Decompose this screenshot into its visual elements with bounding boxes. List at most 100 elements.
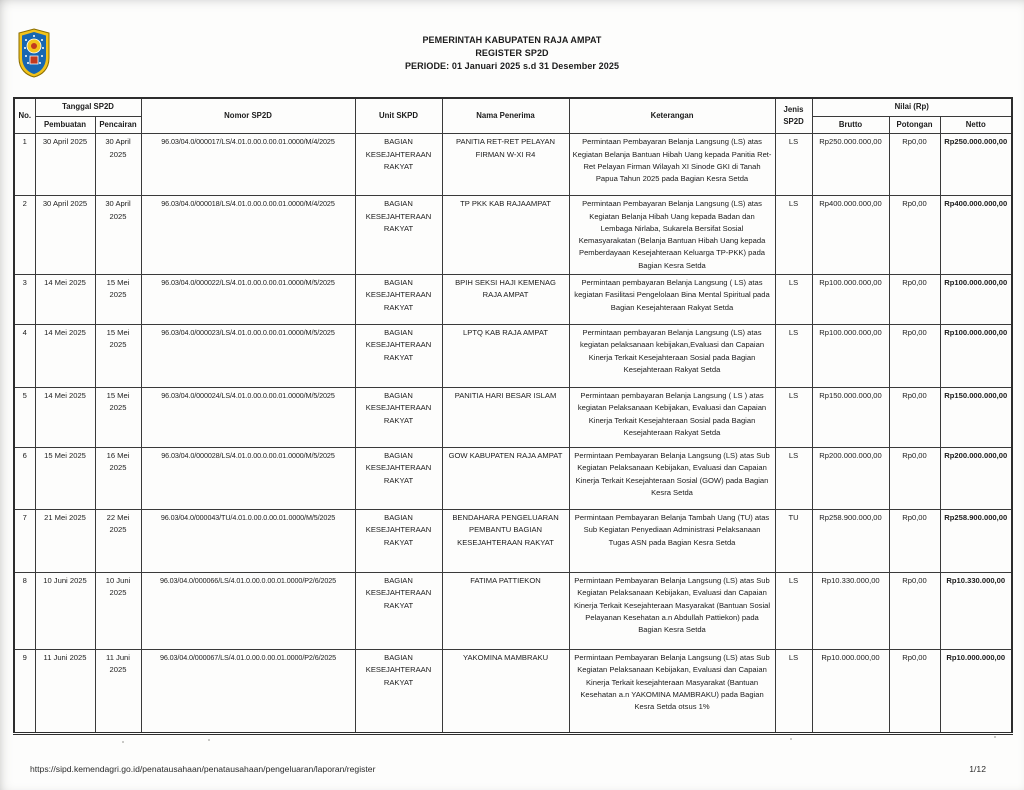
cell-unit-skpd: BAGIAN KESEJAHTERAAN RAKYAT xyxy=(354,649,443,735)
cell-brutto: Rp400.000.000,00 xyxy=(811,195,890,276)
cell-keterangan: Permintaan Pembayaran Belanja Langsung (… xyxy=(568,572,776,651)
cell-brutto: Rp150.000.000,00 xyxy=(811,387,890,449)
cell-nama-penerima: LPTQ KAB RAJA AMPAT xyxy=(441,324,570,389)
cell-brutto: Rp10.330.000,00 xyxy=(811,572,890,651)
cell-nama-penerima: GOW KABUPATEN RAJA AMPAT xyxy=(441,447,570,511)
page-number: 1/12 xyxy=(969,764,986,774)
cell-brutto: Rp100.000.000,00 xyxy=(811,324,890,389)
cell-jenis-sp2d: LS xyxy=(774,274,813,326)
cell-nama-penerima: PANITIA HARI BESAR ISLAM xyxy=(441,387,570,449)
cell-no: 9 xyxy=(13,649,36,735)
cell-no: 4 xyxy=(13,324,36,389)
header-nomor-sp2d: Nomor SP2D xyxy=(140,97,356,135)
cell-tanggal-pencairan: 15 Mei 2025 xyxy=(94,387,142,449)
cell-nomor-sp2d: 96.03/04.0/000022/LS/4.01.0.00.0.00.01.0… xyxy=(140,274,356,326)
cell-netto: Rp100.000.000,00 xyxy=(939,324,1013,389)
register-table: No. Tanggal SP2D Nomor SP2D Unit SKPD Na… xyxy=(13,97,1014,736)
cell-tanggal-pencairan: 15 Mei 2025 xyxy=(94,324,142,389)
cell-keterangan: Permintaan pembayaran Belanja Langsung (… xyxy=(568,387,776,449)
cell-keterangan: Permintaan Pembayaran Belanja Langsung (… xyxy=(568,195,776,276)
cell-potongan: Rp0,00 xyxy=(888,274,941,326)
government-title: PEMERINTAH KABUPATEN RAJA AMPAT xyxy=(422,35,602,45)
header-nilai-rp: Nilai (Rp) xyxy=(811,97,1013,117)
report-period: PERIODE: 01 Januari 2025 s.d 31 Desember… xyxy=(404,61,620,71)
cell-tanggal-pembuatan: 21 Mei 2025 xyxy=(34,509,96,574)
source-url-text: https://sipd.kemendagri.go.id/penatausah… xyxy=(30,764,376,774)
cell-jenis-sp2d: LS xyxy=(774,649,813,735)
header-potongan: Potongan xyxy=(888,115,941,135)
cell-potongan: Rp0,00 xyxy=(888,324,941,389)
table-header: No. Tanggal SP2D Nomor SP2D Unit SKPD Na… xyxy=(13,97,1013,135)
table-row: 7 21 Mei 2025 22 Mei 2025 96.03/04.0/000… xyxy=(13,509,1013,574)
cell-unit-skpd: BAGIAN KESEJAHTERAAN RAKYAT xyxy=(354,195,443,276)
cell-nama-penerima: PANITIA RET-RET PELAYAN FIRMAN W-XI R4 xyxy=(441,133,570,197)
cell-keterangan: Permintaan Pembayaran Belanja Langsung (… xyxy=(568,447,776,511)
cell-nomor-sp2d: 96.03/04.0/000018/LS/4.01.0.00.0.00.01.0… xyxy=(140,195,356,276)
cell-tanggal-pembuatan: 15 Mei 2025 xyxy=(34,447,96,511)
cell-nama-penerima: FATIMA PATTIEKON xyxy=(441,572,570,651)
scan-speck xyxy=(790,738,792,740)
cell-no: 7 xyxy=(13,509,36,574)
cell-potongan: Rp0,00 xyxy=(888,195,941,276)
header-nama-penerima: Nama Penerima xyxy=(441,97,570,135)
cell-no: 5 xyxy=(13,387,36,449)
cell-netto: Rp250.000.000,00 xyxy=(939,133,1013,197)
cell-jenis-sp2d: TU xyxy=(774,509,813,574)
header-netto: Netto xyxy=(939,115,1013,135)
cell-tanggal-pencairan: 22 Mei 2025 xyxy=(94,509,142,574)
cell-nama-penerima: BPIH SEKSI HAJI KEMENAG RAJA AMPAT xyxy=(441,274,570,326)
cell-tanggal-pembuatan: 30 April 2025 xyxy=(34,133,96,197)
cell-no: 8 xyxy=(13,572,36,651)
cell-no: 1 xyxy=(13,133,36,197)
scan-speck xyxy=(994,736,996,738)
table-body: 1 30 April 2025 30 April 2025 96.03/04.0… xyxy=(13,133,1013,735)
cell-tanggal-pembuatan: 14 Mei 2025 xyxy=(34,274,96,326)
cell-tanggal-pencairan: 11 Juni 2025 xyxy=(94,649,142,735)
table-row: 4 14 Mei 2025 15 Mei 2025 96.03/04.0/000… xyxy=(13,324,1013,389)
header-pencairan: Pencairan xyxy=(94,115,142,135)
header-jenis-sp2d: Jenis SP2D xyxy=(774,97,813,135)
cell-potongan: Rp0,00 xyxy=(888,509,941,574)
cell-brutto: Rp200.000.000,00 xyxy=(811,447,890,511)
header-unit-skpd: Unit SKPD xyxy=(354,97,443,135)
cell-netto: Rp258.900.000,00 xyxy=(939,509,1013,574)
header-brutto: Brutto xyxy=(811,115,890,135)
cell-tanggal-pencairan: 30 April 2025 xyxy=(94,133,142,197)
cell-tanggal-pencairan: 10 Juni 2025 xyxy=(94,572,142,651)
table-row: 3 14 Mei 2025 15 Mei 2025 96.03/04.0/000… xyxy=(13,274,1013,326)
cell-unit-skpd: BAGIAN KESEJAHTERAAN RAKYAT xyxy=(354,447,443,511)
cell-netto: Rp100.000.000,00 xyxy=(939,274,1013,326)
cell-netto: Rp150.000.000,00 xyxy=(939,387,1013,449)
header-pembuatan: Pembuatan xyxy=(34,115,96,135)
cell-potongan: Rp0,00 xyxy=(888,649,941,735)
cell-tanggal-pencairan: 15 Mei 2025 xyxy=(94,274,142,326)
cell-keterangan: Permintaan Pembayaran Belanja Tambah Uan… xyxy=(568,509,776,574)
cell-brutto: Rp258.900.000,00 xyxy=(811,509,890,574)
cell-brutto: Rp10.000.000,00 xyxy=(811,649,890,735)
cell-tanggal-pembuatan: 11 Juni 2025 xyxy=(34,649,96,735)
cell-keterangan: Permintaan pembayaran Belanja Langsung (… xyxy=(568,324,776,389)
cell-unit-skpd: BAGIAN KESEJAHTERAAN RAKYAT xyxy=(354,324,443,389)
cell-netto: Rp200.000.000,00 xyxy=(939,447,1013,511)
table-row: 5 14 Mei 2025 15 Mei 2025 96.03/04.0/000… xyxy=(13,387,1013,449)
kabupaten-raja-ampat-logo-icon xyxy=(18,28,50,78)
letterhead: PEMERINTAH KABUPATEN RAJA AMPAT REGISTER… xyxy=(0,26,1024,92)
cell-jenis-sp2d: LS xyxy=(774,324,813,389)
cell-potongan: Rp0,00 xyxy=(888,572,941,651)
cell-netto: Rp10.000.000,00 xyxy=(939,649,1013,735)
cell-tanggal-pembuatan: 14 Mei 2025 xyxy=(34,387,96,449)
document-title-block: PEMERINTAH KABUPATEN RAJA AMPAT REGISTER… xyxy=(0,34,1024,73)
cell-nama-penerima: YAKOMINA MAMBRAKU xyxy=(441,649,570,735)
cell-unit-skpd: BAGIAN KESEJAHTERAAN RAKYAT xyxy=(354,387,443,449)
cell-nomor-sp2d: 96.03/04.0/000023/LS/4.01.0.00.0.00.01.0… xyxy=(140,324,356,389)
cell-tanggal-pencairan: 16 Mei 2025 xyxy=(94,447,142,511)
cell-keterangan: Permintaan pembayaran Belanja Langsung (… xyxy=(568,274,776,326)
cell-nomor-sp2d: 96.03/04.0/000028/LS/4.01.0.00.0.00.01.0… xyxy=(140,447,356,511)
table-row: 9 11 Juni 2025 11 Juni 2025 96.03/04.0/0… xyxy=(13,649,1013,735)
header-no: No. xyxy=(13,97,36,135)
cell-tanggal-pembuatan: 30 April 2025 xyxy=(34,195,96,276)
cell-jenis-sp2d: LS xyxy=(774,133,813,197)
cell-jenis-sp2d: LS xyxy=(774,195,813,276)
cell-unit-skpd: BAGIAN KESEJAHTERAAN RAKYAT xyxy=(354,133,443,197)
